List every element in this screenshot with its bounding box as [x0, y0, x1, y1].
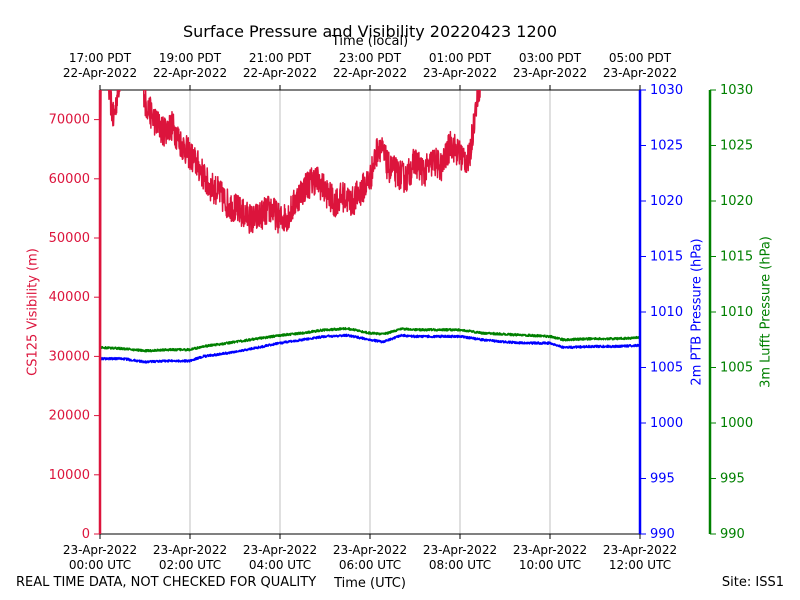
ptb-axis-label: 2m PTB Pressure (hPa)	[689, 238, 705, 386]
x-axis-label: Time (UTC)	[334, 576, 406, 591]
lufft-tick-label-7: 1025	[720, 139, 753, 154]
x-tick-label-top-date-3: 22-Apr-2022	[333, 66, 407, 80]
ptb-tick-label-2: 1000	[650, 416, 683, 431]
x-tick-label-top-date-4: 23-Apr-2022	[423, 66, 497, 80]
ptb-tick-label-5: 1015	[650, 250, 683, 265]
3m-lufft-pressure-line	[100, 326, 640, 353]
visibility-tick-label-7: 70000	[49, 113, 90, 128]
ptb-tick-label-3: 1005	[650, 361, 683, 376]
x-tick-label-top-date-1: 22-Apr-2022	[153, 66, 227, 80]
ptb-tick-label-1: 995	[650, 472, 675, 487]
lufft-tick-label-0: 990	[720, 527, 745, 542]
x-tick-label-top-time-6: 05:00 PDT	[609, 51, 672, 65]
x-tick-label-bottom-time-1: 02:00 UTC	[159, 558, 221, 572]
x-tick-label-top-time-0: 17:00 PDT	[69, 51, 132, 65]
lufft-tick-label-3: 1005	[720, 361, 753, 376]
x-tick-label-bottom-time-2: 04:00 UTC	[249, 558, 311, 572]
lufft-tick-label-2: 1000	[720, 416, 753, 431]
lufft-tick-label-6: 1020	[720, 194, 753, 209]
lufft-tick-label-5: 1015	[720, 250, 753, 265]
visibility-tick-label-4: 40000	[49, 290, 90, 305]
x-tick-label-bottom-date-4: 23-Apr-2022	[423, 543, 497, 557]
ptb-tick-label-7: 1025	[650, 139, 683, 154]
visibility-tick-label-0: 0	[82, 527, 90, 542]
visibility-tick-label-6: 60000	[49, 172, 90, 187]
x-tick-label-top-date-5: 23-Apr-2022	[513, 66, 587, 80]
x-tick-label-bottom-date-6: 23-Apr-2022	[603, 543, 677, 557]
x-tick-label-bottom-time-6: 12:00 UTC	[609, 558, 671, 572]
visibility-tick-label-1: 10000	[49, 468, 90, 483]
x-tick-label-top-time-1: 19:00 PDT	[159, 51, 222, 65]
series-layer	[100, 90, 640, 534]
x-tick-label-bottom-date-3: 23-Apr-2022	[333, 543, 407, 557]
x-tick-label-bottom-time-0: 00:00 UTC	[69, 558, 131, 572]
top-axis-label: Time (local)	[331, 34, 409, 49]
x-tick-label-top-time-5: 03:00 PDT	[519, 51, 582, 65]
x-tick-label-top-time-4: 01:00 PDT	[429, 51, 492, 65]
chart-title: Surface Pressure and Visibility 20220423…	[182, 22, 558, 41]
visibility-tick-label-5: 50000	[49, 231, 90, 246]
x-tick-label-bottom-date-5: 23-Apr-2022	[513, 543, 587, 557]
x-tick-label-bottom-date-2: 23-Apr-2022	[243, 543, 317, 557]
2m-ptb-pressure-line	[100, 333, 640, 364]
lufft-tick-label-4: 1010	[720, 305, 753, 320]
x-tick-label-bottom-time-5: 10:00 UTC	[519, 558, 581, 572]
cs125-visibility-line	[100, 90, 481, 534]
x-tick-label-top-date-6: 23-Apr-2022	[603, 66, 677, 80]
visibility-tick-label-3: 30000	[49, 349, 90, 364]
x-tick-label-top-date-2: 22-Apr-2022	[243, 66, 317, 80]
x-tick-label-bottom-date-0: 23-Apr-2022	[63, 543, 137, 557]
lufft-axis-label: 3m Lufft Pressure (hPa)	[758, 236, 774, 388]
x-tick-label-bottom-date-1: 23-Apr-2022	[153, 543, 227, 557]
x-tick-label-top-time-3: 23:00 PDT	[339, 51, 402, 65]
x-tick-label-bottom-time-3: 06:00 UTC	[339, 558, 401, 572]
x-tick-label-top-date-0: 22-Apr-2022	[63, 66, 137, 80]
lufft-tick-label-8: 1030	[720, 83, 753, 98]
ptb-tick-label-6: 1020	[650, 194, 683, 209]
site-label: Site: ISS1	[721, 575, 784, 590]
ptb-tick-label-4: 1010	[650, 305, 683, 320]
lufft-tick-label-1: 995	[720, 472, 745, 487]
visibility-axis-label: CS125 Visibility (m)	[25, 248, 41, 376]
x-tick-label-bottom-time-4: 08:00 UTC	[429, 558, 491, 572]
quality-note: REAL TIME DATA, NOT CHECKED FOR QUALITY	[16, 575, 317, 590]
ptb-tick-label-0: 990	[650, 527, 675, 542]
x-tick-label-top-time-2: 21:00 PDT	[249, 51, 312, 65]
ptb-tick-label-8: 1030	[650, 83, 683, 98]
visibility-tick-label-2: 20000	[49, 409, 90, 424]
